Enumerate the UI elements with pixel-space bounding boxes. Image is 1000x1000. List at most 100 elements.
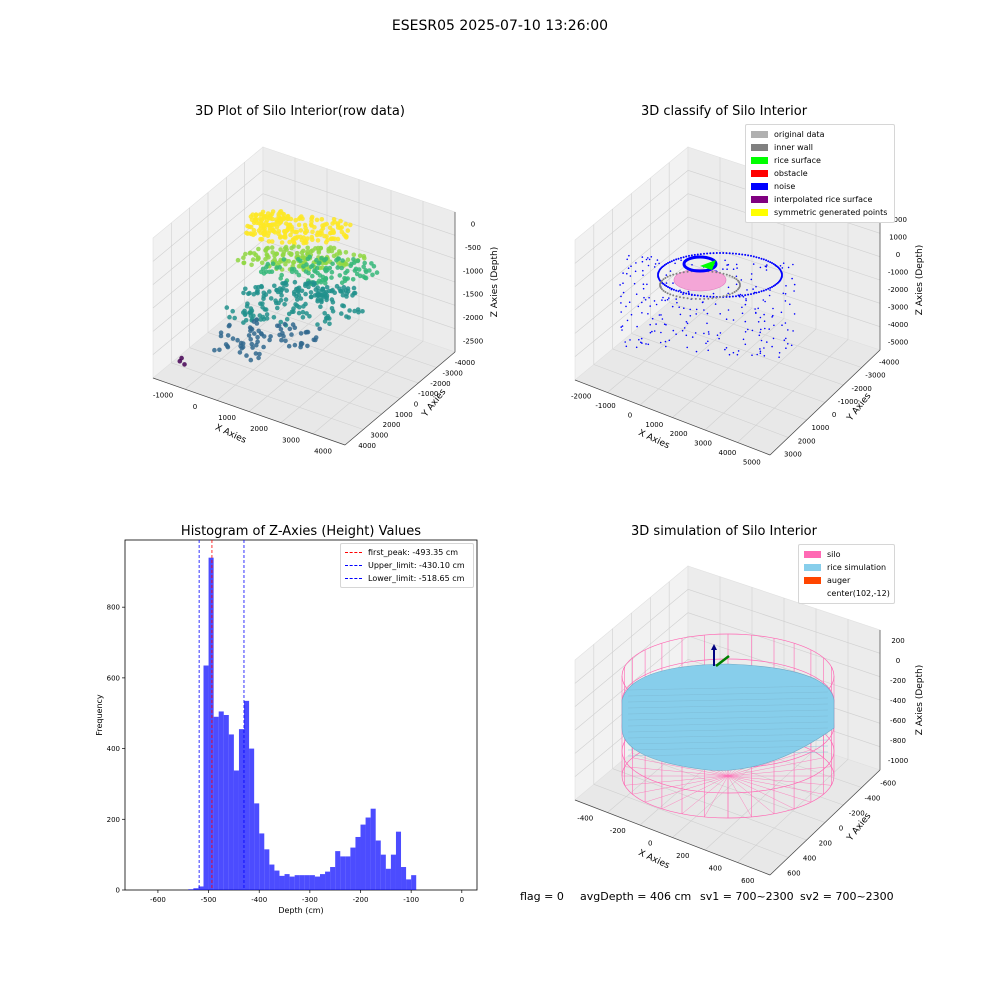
noise-point	[620, 295, 622, 298]
noise-point	[780, 277, 783, 280]
x-tick-label: -200	[353, 896, 369, 904]
raw-point	[278, 290, 284, 295]
p1-x-axis	[152, 377, 346, 446]
p1-y-tick-label: -1000	[418, 390, 438, 398]
p4-gridline	[593, 784, 789, 858]
raw-point	[292, 325, 298, 331]
raw-point	[278, 209, 284, 214]
raw-point	[272, 259, 278, 265]
raw-point	[261, 344, 266, 350]
raw-point	[319, 217, 325, 222]
noise-point	[712, 252, 715, 255]
noise-point	[789, 303, 791, 306]
noise-point	[657, 270, 660, 273]
raw-point	[264, 218, 270, 223]
raw-point	[289, 266, 295, 272]
noise-point	[790, 344, 793, 347]
p2-z-label: Z Axies (Depth)	[915, 245, 925, 316]
simulation-legend: silo rice simulation auger center(102,-12)	[798, 544, 895, 604]
histogram-bar	[380, 854, 386, 890]
raw-point	[261, 334, 267, 339]
noise-point	[649, 305, 651, 307]
p1-gridline	[262, 263, 456, 329]
raw-point	[281, 257, 287, 262]
raw-point	[361, 253, 367, 259]
raw-point	[320, 278, 325, 283]
raw-point	[277, 265, 283, 270]
p2-gridline	[574, 240, 689, 334]
histogram-bar	[264, 849, 270, 890]
raw-point	[251, 291, 257, 297]
raw-point	[309, 214, 315, 220]
noise-point	[715, 270, 717, 272]
noise-point	[744, 320, 747, 323]
inner-wall-point	[739, 284, 741, 286]
legend-line-swatch	[345, 565, 362, 566]
noise-point	[719, 296, 721, 298]
legend-swatch	[751, 209, 768, 216]
noise-point	[678, 306, 680, 309]
raw-point	[243, 286, 248, 292]
raw-point	[320, 287, 325, 292]
raw-point	[261, 296, 266, 302]
raw-point	[344, 291, 350, 297]
noise-point	[772, 263, 775, 265]
raw-point	[298, 296, 304, 301]
raw-point	[298, 260, 304, 266]
raw-point	[319, 231, 324, 236]
raw-point	[270, 261, 276, 267]
raw-point	[343, 250, 349, 255]
p2-y-tick-label: 1000	[811, 424, 829, 432]
raw-point	[322, 277, 328, 283]
raw-point	[249, 318, 254, 323]
raw-point	[304, 264, 310, 270]
raw-point	[350, 277, 356, 282]
raw-point	[317, 265, 323, 271]
rice-mesh-line	[627, 703, 829, 709]
silo-floor-wire	[661, 743, 795, 809]
noise-point	[647, 264, 650, 267]
raw-point	[341, 285, 347, 290]
raw-point	[305, 281, 311, 286]
noise-point	[716, 334, 719, 337]
raw-point	[284, 317, 290, 322]
noise-point	[672, 288, 675, 291]
raw-point	[312, 264, 318, 270]
raw-point	[259, 217, 265, 223]
raw-point	[241, 310, 246, 315]
p4-x-tick-label: 0	[648, 839, 652, 847]
noise-point	[731, 252, 734, 255]
noise-point	[709, 295, 712, 298]
noise-point	[752, 263, 755, 265]
raw-point	[260, 301, 265, 306]
noise-point	[620, 302, 622, 304]
noise-point	[688, 268, 690, 270]
noise-point	[752, 255, 755, 258]
raw-point	[298, 228, 304, 233]
histogram-title: Histogram of Z-Axies (Height) Values	[180, 524, 422, 539]
raw-point	[281, 234, 287, 240]
raw-point	[274, 300, 279, 306]
raw-point	[305, 245, 311, 251]
raw-point	[278, 327, 284, 332]
raw-point	[339, 280, 345, 286]
noise-point	[648, 258, 651, 261]
raw-point	[247, 325, 253, 330]
raw-point	[340, 292, 346, 298]
inner-wall-point	[728, 274, 731, 277]
raw-point	[277, 218, 283, 223]
raw-point	[313, 259, 319, 265]
raw-point	[284, 288, 290, 293]
noise-point	[665, 324, 667, 326]
legend-label: original data	[774, 130, 825, 139]
raw-point	[324, 285, 330, 290]
legend-entry: auger	[804, 574, 889, 587]
raw-point	[310, 248, 315, 253]
noise-point	[653, 266, 656, 268]
noise-point	[690, 293, 693, 296]
raw-point	[265, 211, 271, 216]
p2-z-tick-label: -5000	[888, 338, 908, 346]
noise-point	[696, 294, 699, 297]
raw-point	[301, 235, 307, 240]
auger-arrow	[711, 644, 717, 650]
